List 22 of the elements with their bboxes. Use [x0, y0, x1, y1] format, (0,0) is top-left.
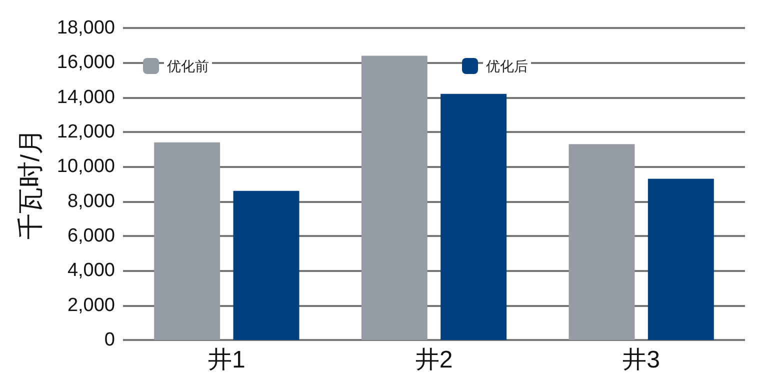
bar — [361, 56, 428, 340]
legend-label: 优化后 — [486, 58, 528, 74]
y-tick-label: 2,000 — [67, 294, 115, 316]
bar — [233, 190, 300, 340]
bar — [568, 144, 635, 340]
x-tick-label: 井1 — [208, 346, 246, 374]
y-tick-label: 12,000 — [56, 122, 115, 142]
bar — [648, 178, 714, 340]
y-tick-label: 14,000 — [56, 86, 115, 108]
bar — [440, 94, 507, 340]
legend-label: 优化前 — [167, 58, 209, 74]
y-tick-label: 10,000 — [56, 156, 115, 178]
y-tick-label: 8,000 — [67, 190, 115, 212]
y-tick-label: 4,000 — [67, 260, 115, 282]
y-axis-title: 千瓦时/月 — [15, 128, 45, 240]
x-tick-label: 井2 — [415, 346, 453, 374]
y-tick-label: 0 — [104, 330, 115, 350]
y-tick-label: 16,000 — [56, 52, 115, 74]
y-tick-label: 6,000 — [67, 226, 115, 246]
y-tick-label: 18,000 — [56, 18, 115, 38]
x-tick-label: 井3 — [622, 346, 660, 374]
bar — [154, 142, 220, 340]
